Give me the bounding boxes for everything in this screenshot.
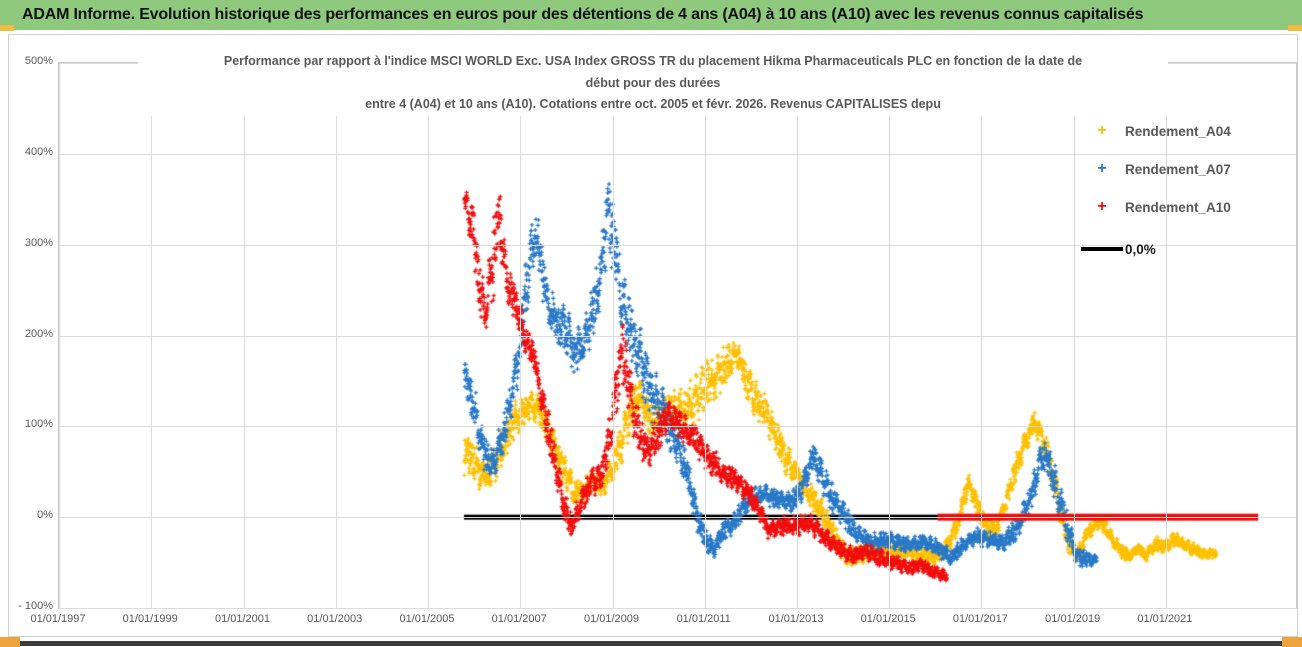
chart-title-line2: début pour des durées [585, 75, 721, 90]
header-accent-right [1288, 25, 1302, 31]
x-axis-tick-label: 01/01/2001 [214, 613, 271, 625]
x-axis-tick-label: 01/01/2007 [491, 613, 547, 625]
legend-label: Rendement_A10 [1125, 199, 1231, 215]
footer-accent-right [1282, 637, 1302, 647]
x-axis-tick-label: 01/01/1999 [122, 613, 178, 625]
x-axis-tick-label: 01/01/2009 [583, 613, 640, 625]
plot-area [58, 62, 1297, 609]
x-axis-tick-label: 01/01/2021 [1137, 613, 1193, 625]
header-bar: ADAM Informe. Evolution historique des p… [0, 0, 1302, 30]
y-axis-tick-label: 500% [24, 55, 53, 67]
legend-label: Rendement_A07 [1125, 161, 1231, 177]
x-axis-tick-label: 01/01/2017 [952, 613, 1008, 625]
legend-plus-marker: + [1097, 198, 1107, 215]
vertical-gridline [59, 63, 60, 608]
vertical-gridline [520, 63, 522, 608]
horizontal-gridline [59, 335, 1296, 337]
y-axis-tick-label: 400% [24, 145, 53, 158]
page-title: ADAM Informe. Evolution historique des p… [22, 6, 1144, 23]
legend-label: 0,0% [1125, 241, 1156, 257]
header-accent-left [0, 25, 14, 31]
footer-bar [0, 641, 1302, 646]
horizontal-gridline [59, 153, 1296, 155]
legend-label: Rendement_A04 [1125, 123, 1231, 139]
vertical-gridline [797, 63, 798, 608]
chart-title: Performance par rapport à l'indice MSCI … [138, 51, 1168, 116]
chart-title-line3: entre 4 (A04) et 10 ans (A10). Cotations… [365, 97, 941, 111]
x-axis-tick-label: 01/01/2013 [768, 613, 824, 625]
footer-accent-left [0, 637, 20, 647]
x-axis-tick-label: 01/01/1997 [30, 613, 86, 625]
horizontal-gridline [59, 244, 1296, 246]
chart-container: Performance par rapport à l'indice MSCI … [8, 34, 1298, 637]
x-axis-tick-label: 01/01/2011 [676, 613, 731, 625]
y-axis-tick-label: 0% [37, 509, 53, 522]
x-axis-tick-label: 01/01/2003 [307, 613, 363, 625]
y-axis-tick-label: 300% [24, 236, 53, 249]
horizontal-gridline [59, 608, 1296, 609]
legend-item: + Rendement_A07 [1081, 157, 1231, 181]
vertical-gridline [243, 63, 245, 608]
vertical-gridline [704, 63, 706, 608]
vertical-gridline [1073, 63, 1075, 608]
vertical-gridline [335, 63, 337, 608]
x-axis-tick-label: 01/01/2015 [860, 613, 916, 625]
y-axis-tick-label: 100% [24, 418, 53, 431]
vertical-gridline [428, 63, 429, 608]
horizontal-gridline [59, 517, 1296, 519]
x-axis-tick-label: 01/01/2019 [1045, 613, 1101, 625]
vertical-gridline [981, 63, 983, 608]
vertical-gridline [151, 63, 153, 608]
x-axis-tick-label: 01/01/2005 [399, 613, 455, 625]
horizontal-gridline [59, 426, 1296, 428]
vertical-gridline [612, 63, 614, 608]
legend-line-swatch [1081, 247, 1123, 251]
legend-item: + Rendement_A10 [1081, 195, 1231, 219]
vertical-gridline [1165, 63, 1167, 608]
legend-item: 0,0% [1081, 237, 1156, 261]
y-axis-tick-label: 200% [24, 327, 53, 340]
legend-plus-marker: + [1097, 122, 1107, 139]
legend-item: + Rendement_A04 [1081, 119, 1231, 143]
vertical-gridline [889, 63, 891, 608]
y-axis-tick-label: - 100% [18, 600, 53, 612]
legend-plus-marker: + [1097, 160, 1107, 177]
chart-title-line1: Performance par rapport à l'indice MSCI … [223, 54, 1083, 68]
